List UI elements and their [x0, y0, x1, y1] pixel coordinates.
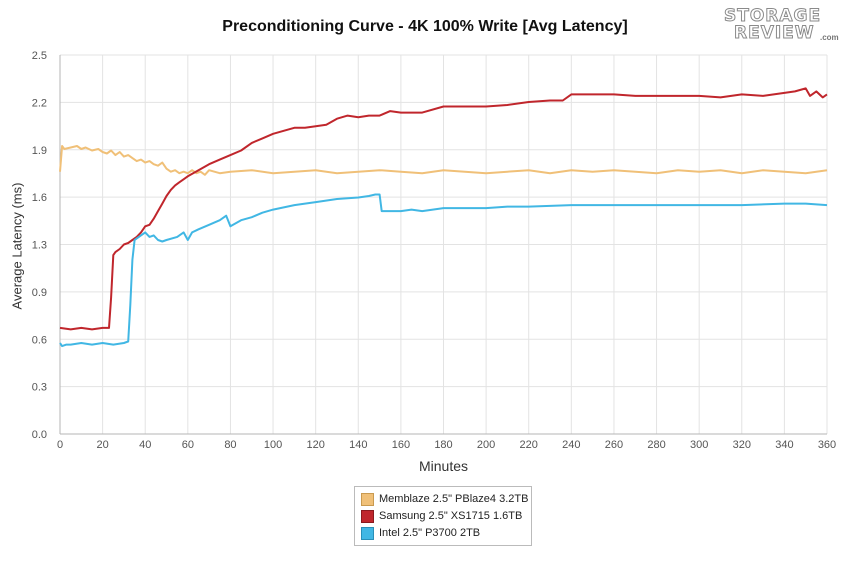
logo-suffix: .com: [820, 33, 839, 42]
legend-label-intel: Intel 2.5" P3700 2TB: [379, 527, 481, 539]
logo-line-2: REVIEW: [734, 23, 815, 44]
chart-title: Preconditioning Curve - 4K 100% Write [A…: [222, 18, 628, 35]
legend-item-memblaze: Memblaze 2.5" PBlaze4 3.2TB: [361, 491, 528, 507]
x-tick-label: 280: [647, 439, 665, 451]
x-tick-label: 60: [182, 439, 194, 451]
x-tick-label: 300: [690, 439, 708, 451]
series-line-memblaze: [59, 145, 828, 176]
x-tick-label: 100: [264, 439, 282, 451]
x-tick-label: 340: [775, 439, 793, 451]
x-axis-title: Minutes: [418, 458, 469, 474]
y-tick-label: 0.6: [32, 334, 47, 346]
x-tick-label: 80: [224, 439, 236, 451]
x-tick-label: 160: [392, 439, 410, 451]
y-tick-label: 0.9: [32, 287, 47, 299]
y-tick-label: 2.2: [32, 97, 47, 109]
legend-swatch-memblaze: [361, 492, 374, 506]
y-tick-label: 1.6: [32, 192, 47, 204]
y-tick-label: 0.0: [32, 429, 47, 441]
x-tick-label: 180: [434, 439, 452, 451]
series-line-intel: [59, 193, 828, 348]
x-tick-label: 40: [139, 439, 151, 451]
x-tick-label: 120: [306, 439, 324, 451]
x-tick-label: 20: [96, 439, 108, 451]
x-tick-label: 240: [562, 439, 580, 451]
legend-swatch-intel: [361, 526, 374, 540]
x-tick-label: 260: [605, 439, 623, 451]
x-tick-label: 200: [477, 439, 495, 451]
y-tick-label: 1.9: [32, 145, 47, 157]
y-tick-label: 2.5: [32, 50, 47, 62]
x-tick-label: 0: [57, 439, 63, 451]
logo-line-1: STORAGE: [723, 6, 822, 27]
legend-label-memblaze: Memblaze 2.5" PBlaze4 3.2TB: [379, 493, 529, 505]
x-tick-label: 220: [520, 439, 538, 451]
storagereview-logo: STORAGE REVIEW .com: [720, 6, 840, 46]
x-tick-label: 140: [349, 439, 367, 451]
legend-item-samsung: Samsung 2.5" XS1715 1.6TB: [361, 508, 522, 524]
series-line-samsung: [59, 87, 828, 331]
legend-item-intel: Intel 2.5" P3700 2TB: [361, 525, 480, 541]
chart-legend: Memblaze 2.5" PBlaze4 3.2TB Samsung 2.5"…: [354, 486, 532, 546]
x-tick-label: 360: [818, 439, 836, 451]
y-axis-title: Average Latency (ms): [9, 182, 25, 310]
y-tick-label: 1.3: [32, 240, 47, 252]
y-tick-label: 0.3: [32, 382, 47, 394]
x-tick-label: 320: [733, 439, 751, 451]
legend-swatch-samsung: [361, 509, 374, 523]
legend-label-samsung: Samsung 2.5" XS1715 1.6TB: [379, 510, 523, 522]
